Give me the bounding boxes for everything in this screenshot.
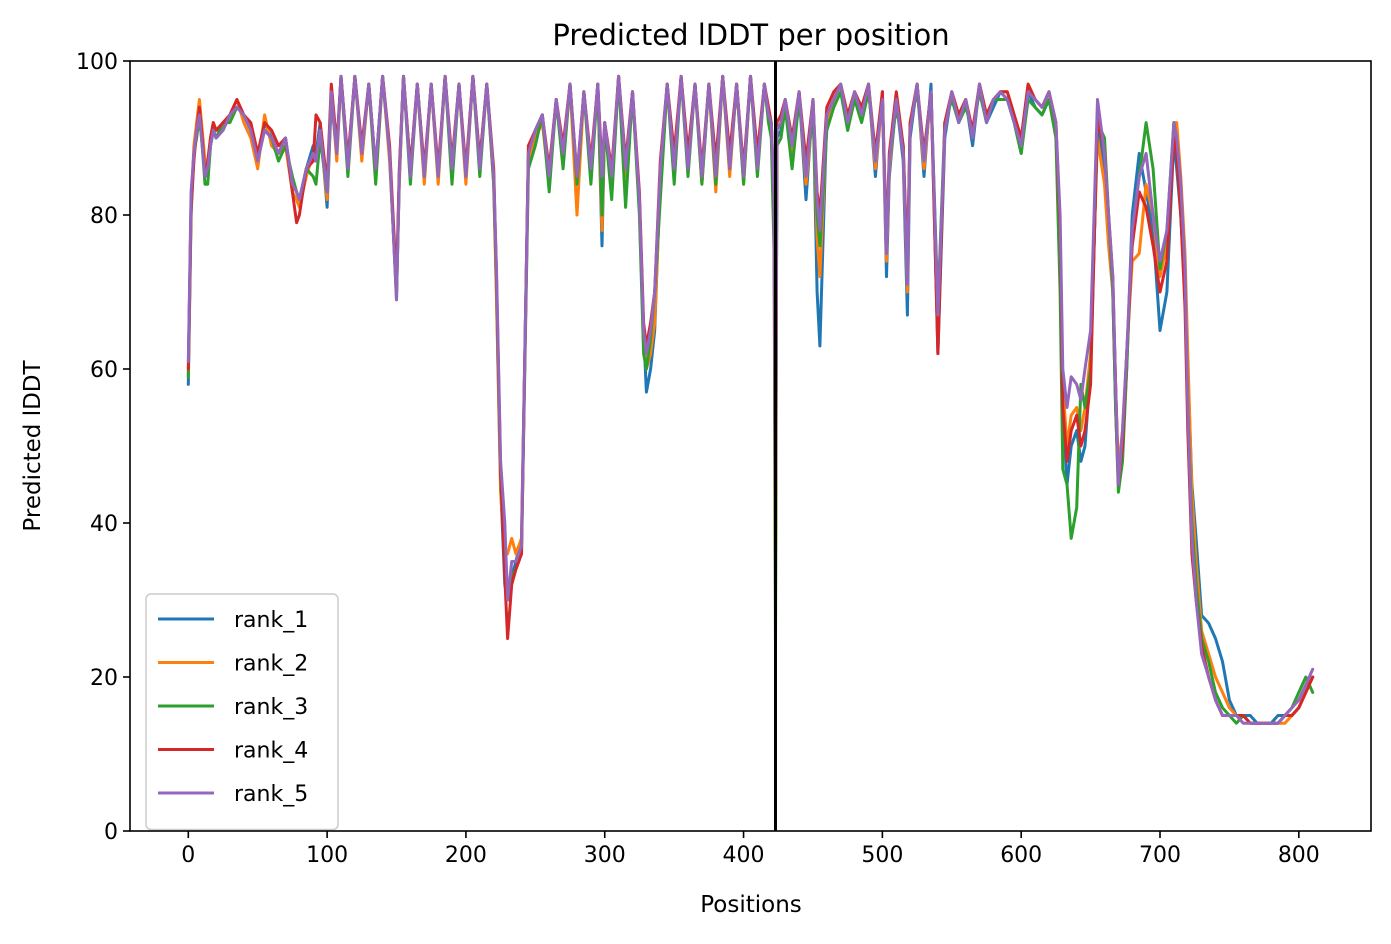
x-tick-label-300: 300	[584, 843, 626, 868]
x-tick-label-600: 600	[1000, 843, 1042, 868]
x-tick-label-500: 500	[861, 843, 903, 868]
x-tick-label-400: 400	[723, 843, 765, 868]
plot-area	[186, 61, 1315, 831]
series-line-rank_5	[186, 74, 1315, 725]
x-tick-label-800: 800	[1278, 843, 1320, 868]
y-tick-label-80: 80	[90, 204, 118, 229]
x-tick-label-200: 200	[445, 843, 487, 868]
y-axis-label: Predicted lDDT	[20, 359, 46, 531]
plot-frame	[129, 60, 1372, 832]
x-axis-label: Positions	[700, 892, 802, 918]
legend-label-rank_4: rank_4	[234, 739, 308, 764]
axis-ticks: 0 100 200 300 400 500 600 700 800 0 20 40 60 80 100	[76, 50, 1320, 868]
y-tick-label-40: 40	[90, 512, 118, 537]
x-tick-label-100: 100	[306, 843, 348, 868]
legend-label-rank_3: rank_3	[234, 695, 308, 720]
chart-title: Predicted lDDT per position	[552, 18, 949, 52]
y-tick-label-0: 0	[104, 820, 118, 845]
legend-label-rank_1: rank_1	[234, 608, 308, 633]
y-tick-label-100: 100	[76, 50, 118, 75]
legend-box	[145, 593, 339, 831]
y-tick-label-20: 20	[90, 666, 118, 691]
y-tick-label-60: 60	[90, 358, 118, 383]
legend-label-rank_5: rank_5	[234, 782, 308, 807]
x-tick-label-700: 700	[1139, 843, 1181, 868]
x-tick-label-0: 0	[181, 843, 195, 868]
legend-label-rank_2: rank_2	[234, 652, 308, 677]
legend: rank_1 rank_2 rank_3 rank_4 rank_5	[145, 593, 339, 831]
